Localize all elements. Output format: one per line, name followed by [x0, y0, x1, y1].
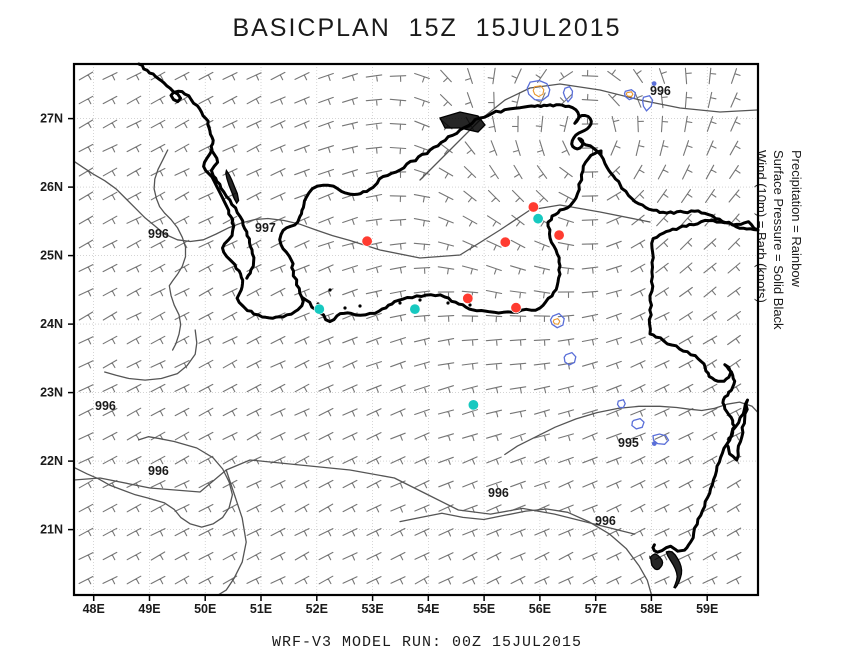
svg-text:996: 996	[148, 464, 169, 478]
svg-text:996: 996	[95, 399, 116, 413]
svg-text:27N: 27N	[40, 112, 63, 126]
svg-text:996: 996	[595, 514, 616, 528]
svg-text:50E: 50E	[194, 602, 216, 616]
svg-text:49E: 49E	[138, 602, 160, 616]
svg-text:995: 995	[618, 436, 639, 450]
svg-text:53E: 53E	[361, 602, 383, 616]
svg-text:48E: 48E	[83, 602, 105, 616]
svg-text:25N: 25N	[40, 249, 63, 263]
svg-text:54E: 54E	[417, 602, 439, 616]
svg-text:996: 996	[488, 486, 509, 500]
svg-text:56E: 56E	[529, 602, 551, 616]
svg-text:996: 996	[650, 84, 671, 98]
svg-text:59E: 59E	[696, 602, 718, 616]
svg-text:24N: 24N	[40, 317, 63, 331]
svg-text:22N: 22N	[40, 454, 63, 468]
svg-text:997: 997	[255, 221, 276, 235]
svg-text:58E: 58E	[640, 602, 662, 616]
svg-text:57E: 57E	[585, 602, 607, 616]
svg-text:55E: 55E	[473, 602, 495, 616]
svg-text:52E: 52E	[306, 602, 328, 616]
svg-text:23N: 23N	[40, 386, 63, 400]
svg-text:26N: 26N	[40, 180, 63, 194]
svg-text:21N: 21N	[40, 523, 63, 537]
svg-text:51E: 51E	[250, 602, 272, 616]
svg-text:996: 996	[148, 227, 169, 241]
